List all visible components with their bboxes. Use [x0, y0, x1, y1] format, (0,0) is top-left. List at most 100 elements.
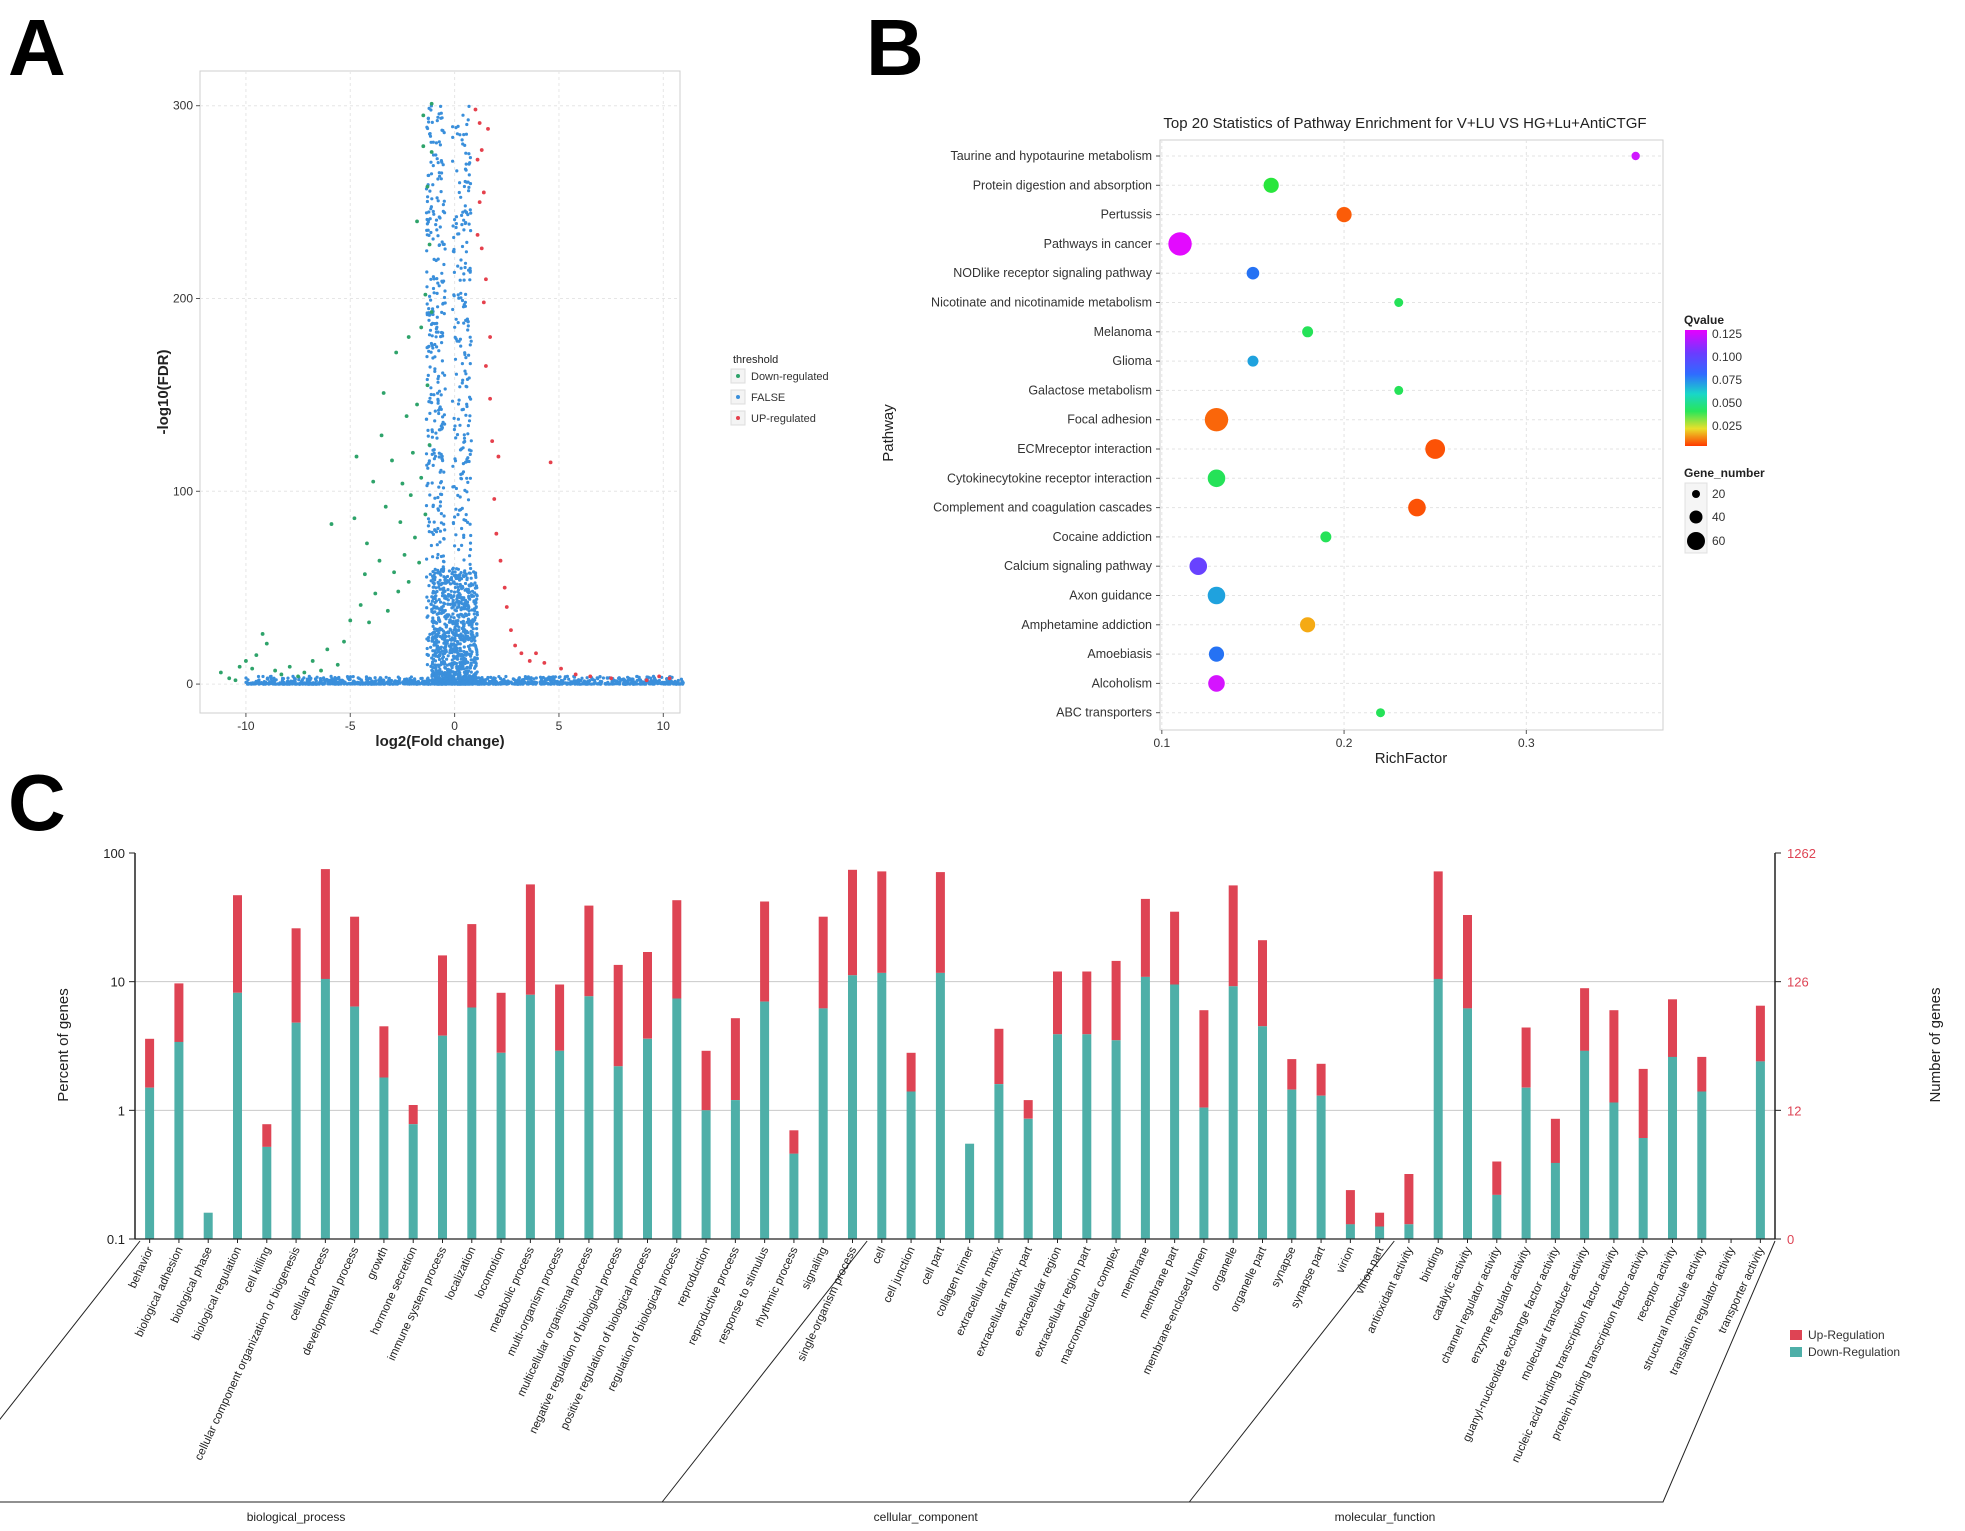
pathway-bubble — [1336, 207, 1352, 223]
go-bar-down — [818, 1008, 828, 1239]
go-category-label: binding — [1418, 1245, 1445, 1284]
go-bar-up — [672, 900, 682, 999]
volcano-point — [342, 639, 346, 644]
volcano-point — [527, 659, 532, 663]
go-bar-up — [1492, 1161, 1502, 1195]
go-bar-down — [1111, 1040, 1121, 1239]
volcano-point — [260, 632, 265, 636]
volcano-point — [429, 101, 434, 106]
go-category-label: developmental process — [301, 1245, 362, 1357]
go-bar-down — [174, 1041, 184, 1239]
volcano-y-axis-label: -log10(FDR) — [155, 350, 172, 435]
pathway-bubble — [1408, 498, 1426, 517]
go-bar-down — [496, 1052, 506, 1239]
volcano-point — [475, 232, 480, 237]
go-bar-up — [935, 872, 945, 973]
go-bar-down — [1316, 1095, 1326, 1239]
panel-label-b: B — [866, 3, 924, 92]
go-legend-down: Down-Regulation — [1808, 1345, 1900, 1359]
volcano-point — [410, 450, 415, 455]
gene-number-marker-40 — [1689, 510, 1703, 524]
go-bar-up — [408, 1105, 418, 1125]
volcano-point — [244, 659, 248, 663]
qvalue-tick-0025: 0.025 — [1712, 419, 1742, 433]
volcano-point — [477, 121, 482, 125]
volcano-point — [398, 520, 403, 525]
pathway-label: Focal adhesion — [1067, 413, 1152, 427]
volcano-point — [400, 481, 405, 486]
volcano-point — [419, 475, 424, 480]
volcano-point — [498, 558, 503, 563]
volcano-point — [509, 628, 513, 632]
go-bar-down — [145, 1087, 155, 1239]
go-bar-down — [291, 1022, 301, 1239]
go-y2-tick-label: 12 — [1787, 1103, 1801, 1118]
volcano-point — [423, 292, 428, 297]
qvalue-tick-0075: 0.075 — [1712, 373, 1742, 387]
volcano-series-down-regulated — [218, 101, 434, 683]
go-bar-down — [1550, 1162, 1560, 1239]
volcano-y-tick-label: 0 — [186, 677, 193, 691]
volcano-point — [534, 651, 538, 656]
gene-number-tick-20: 20 — [1712, 487, 1726, 501]
volcano-point — [481, 190, 486, 195]
go-bar-up — [1258, 940, 1267, 1027]
volcano-point — [367, 620, 371, 625]
qvalue-colorbar — [1685, 330, 1707, 446]
volcano-point — [390, 458, 394, 463]
volcano-x-tick-label: 0 — [451, 719, 458, 733]
pathway-label: Pathways in cancer — [1044, 237, 1152, 251]
volcano-legend-title: threshold — [733, 354, 778, 366]
pathway-bubble — [1207, 469, 1226, 488]
go-bar-up — [379, 1026, 389, 1078]
go-bar-down — [1638, 1138, 1648, 1239]
go-bar-down — [1170, 984, 1180, 1239]
go-bar-up — [760, 901, 770, 1002]
go-bar-down — [1404, 1224, 1414, 1239]
volcano-false-cloud — [244, 104, 685, 686]
go-bar-down — [1492, 1194, 1502, 1239]
pathway-enrichment-plot: Top 20 Statistics of Pathway Enrichment … — [880, 115, 1765, 767]
go-category-label: multi-organism process — [505, 1245, 566, 1358]
go-category-label: growth — [365, 1245, 390, 1281]
legend-marker-up — [736, 416, 740, 420]
volcano-point — [273, 668, 278, 673]
volcano-point — [264, 641, 269, 646]
go-category-label: locomotion — [473, 1245, 507, 1300]
go-bar-up — [525, 884, 535, 995]
go-category-label: synapse — [1270, 1245, 1299, 1289]
go-bar-up — [1140, 898, 1150, 977]
go-bar-down — [1082, 1034, 1092, 1239]
go-bar-down — [1199, 1107, 1209, 1239]
pathway-bubble — [1247, 355, 1259, 367]
go-bar-down — [408, 1124, 418, 1239]
go-group-bracket — [0, 1240, 1776, 1503]
volcano-point — [609, 676, 614, 681]
volcano-point — [502, 585, 507, 590]
volcano-point — [385, 608, 390, 613]
gene-number-tick-60: 60 — [1712, 534, 1726, 548]
volcano-y-tick-label: 100 — [173, 484, 193, 498]
volcano-point — [513, 643, 518, 648]
go-bar-down — [789, 1153, 799, 1239]
go-bar-up — [233, 895, 242, 993]
pathway-label: Amoebiasis — [1087, 647, 1152, 661]
volcano-point — [335, 662, 340, 667]
go-bar-up — [320, 869, 330, 979]
go-bar-up — [496, 992, 506, 1053]
go-bar-down — [1668, 1056, 1677, 1239]
legend-marker-down — [736, 374, 740, 378]
go-category-label: virion — [1335, 1245, 1357, 1275]
volcano-point — [362, 572, 367, 577]
volcano-point — [383, 504, 388, 509]
go-bar-up — [1697, 1056, 1707, 1092]
volcano-point — [421, 113, 426, 118]
go-bar-up — [877, 871, 887, 973]
volcano-point — [404, 414, 409, 418]
pathway-bubble — [1168, 232, 1192, 256]
volcano-point — [377, 558, 382, 563]
pathway-label: Complement and coagulation cascades — [933, 501, 1152, 515]
go-category-label: cell — [870, 1245, 888, 1266]
